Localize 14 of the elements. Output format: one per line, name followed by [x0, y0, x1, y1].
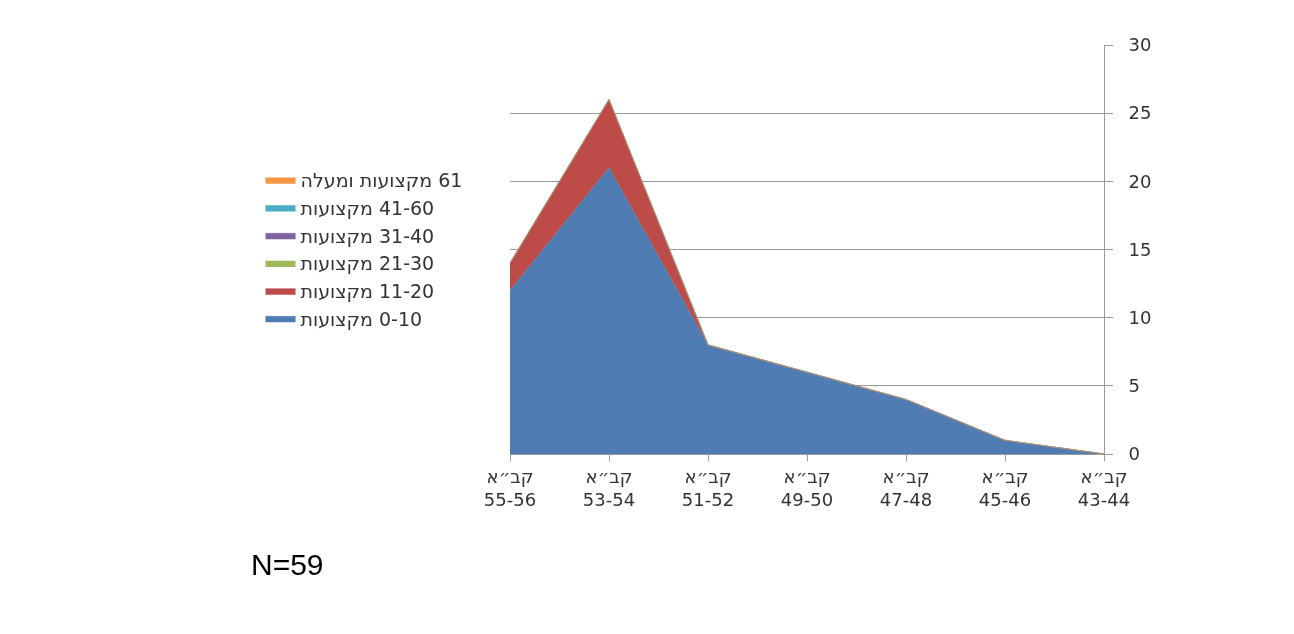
y-tick-label: 15	[1128, 238, 1152, 260]
legend-label: 21-30 מקצועות	[300, 252, 435, 275]
y-tick-label: 10	[1128, 306, 1152, 328]
legend-label: 0-10 מקצועות	[300, 307, 423, 330]
y-tick-label: 0	[1128, 443, 1141, 465]
y-tick-label: 30	[1128, 34, 1152, 56]
legend-label: 41-60 מקצועות	[300, 196, 435, 219]
y-tick-label: 25	[1128, 102, 1152, 124]
y-tick-label: 20	[1128, 170, 1152, 192]
legend-label: 11-20 מקצועות	[300, 280, 435, 303]
text: N=59	[251, 548, 324, 581]
legend-label: 61 מקצועות ומעלה	[300, 169, 463, 192]
y-tick-label: 5	[1128, 375, 1141, 397]
legend-label: 31-40 מקצועות	[300, 224, 435, 247]
